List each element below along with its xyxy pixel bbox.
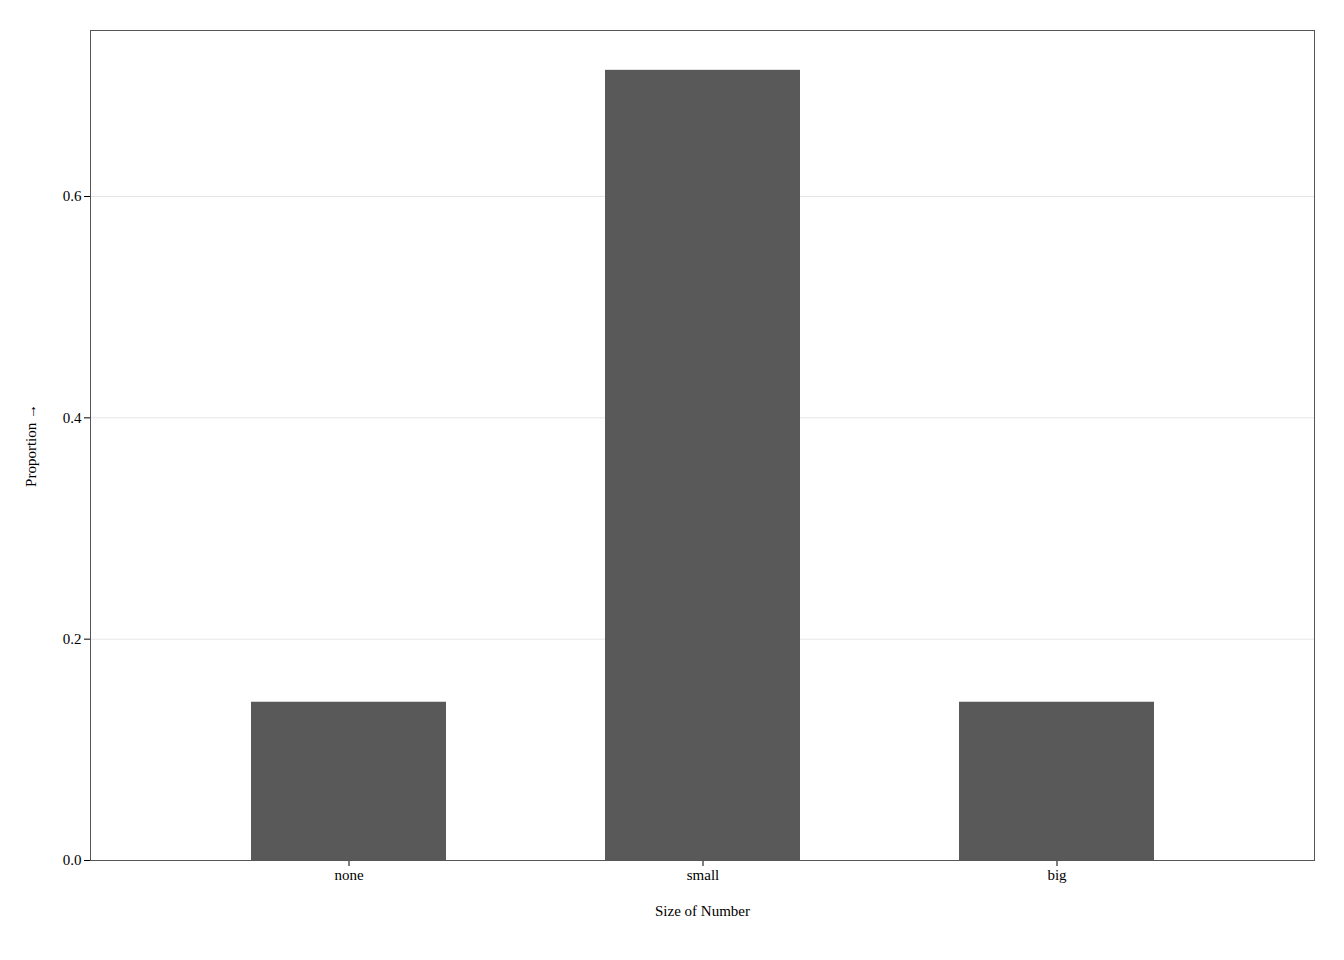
svg-text:Size of Number: Size of Number (655, 903, 750, 919)
svg-text:0.6: 0.6 (63, 188, 82, 204)
svg-text:Proportion →: Proportion → (23, 404, 39, 487)
svg-text:none: none (334, 867, 364, 883)
svg-text:0.2: 0.2 (63, 631, 82, 647)
svg-text:0.0: 0.0 (63, 852, 82, 868)
svg-text:big: big (1047, 867, 1067, 883)
svg-text:0.4: 0.4 (63, 410, 82, 426)
svg-text:small: small (687, 867, 720, 883)
